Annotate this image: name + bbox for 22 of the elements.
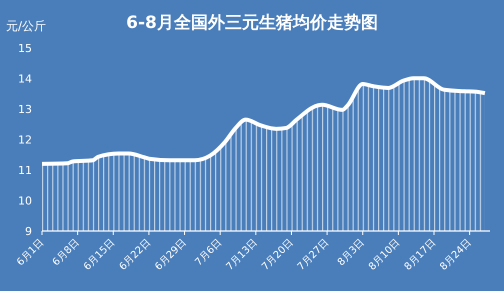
y-tick-label: 10	[18, 194, 32, 208]
x-tick-label: 8月17日	[402, 237, 438, 273]
chart-title: 6-8月全国外三元生猪均价走势图	[126, 13, 378, 33]
y-tick-label: 13	[18, 103, 32, 116]
y-axis-title: 元/公斤	[6, 19, 46, 33]
y-tick-label: 15	[18, 42, 32, 55]
y-tick-label: 14	[18, 72, 32, 86]
x-tick-label: 8月3日	[336, 237, 367, 268]
x-tick-label: 7月6日	[193, 237, 224, 268]
x-tick-label: 7月20日	[260, 237, 296, 273]
x-tick-label: 6月15日	[82, 237, 118, 273]
x-tick-label: 8月10日	[366, 237, 402, 273]
y-tick-label: 12	[18, 134, 32, 146]
x-tick-label: 6月8日	[50, 237, 82, 268]
y-tick-label: 11	[18, 164, 32, 177]
y-tick-label: 9	[25, 225, 32, 238]
x-tick-label: 8月24日	[438, 237, 474, 273]
x-tick-label: 6月1日	[15, 237, 46, 268]
x-tick-label: 6月22日	[118, 237, 153, 273]
x-tick-label: 6月29日	[153, 237, 189, 273]
x-tick-label: 7月13日	[224, 237, 260, 273]
x-tick-label: 7月27日	[296, 237, 332, 273]
